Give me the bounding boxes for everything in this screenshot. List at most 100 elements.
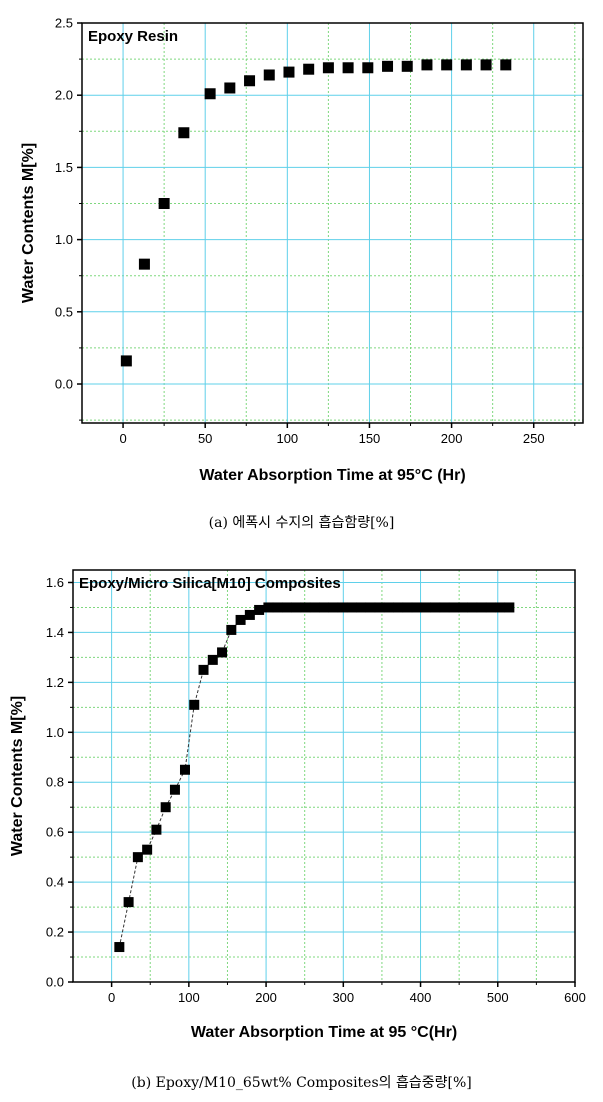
data-point <box>114 942 125 953</box>
data-point <box>160 802 171 813</box>
data-point <box>272 602 283 613</box>
data-point <box>383 602 394 613</box>
data-point <box>420 602 431 613</box>
data-point <box>421 59 433 71</box>
data-point <box>401 60 413 72</box>
data-point <box>500 59 512 71</box>
x-tick-label: 0 <box>119 431 126 446</box>
y-tick-label: 0.8 <box>46 775 64 790</box>
data-point <box>303 63 315 75</box>
data-point <box>337 602 348 613</box>
data-point <box>393 602 404 613</box>
data-point <box>441 59 453 71</box>
y-tick-label: 1.0 <box>55 232 73 247</box>
chart-title: Epoxy Resin <box>88 28 178 45</box>
data-point <box>217 647 228 658</box>
y-tick-label: 0.0 <box>46 975 64 990</box>
data-point <box>204 88 216 100</box>
y-tick-label: 1.0 <box>46 725 64 740</box>
data-point <box>226 624 237 635</box>
data-point <box>476 602 487 613</box>
data-point <box>291 602 302 613</box>
caption-a: (a) 에폭시 수지의 흡습함량[%] <box>208 515 395 531</box>
y-tick-label: 1.2 <box>46 675 64 690</box>
data-point <box>480 59 492 71</box>
plot-frame <box>72 569 576 983</box>
plot-area <box>82 23 583 423</box>
data-point <box>309 602 320 613</box>
y-tick-label: 0.6 <box>46 825 64 840</box>
data-point <box>495 602 506 613</box>
y-tick-label: 0.5 <box>55 304 73 319</box>
chart-title: Epoxy/Micro Silica[M10] Composites <box>79 575 341 592</box>
data-point <box>328 602 339 613</box>
data-point <box>263 602 274 613</box>
y-axis-label: Water Contents M[%] <box>20 143 37 303</box>
data-point <box>169 784 180 795</box>
data-point <box>460 59 472 71</box>
data-point <box>485 602 496 613</box>
caption-b: (b) Epoxy/M10_65wt% Composites의 흡습중량[%] <box>131 1075 472 1091</box>
data-point <box>123 897 134 908</box>
y-tick-label: 1.5 <box>55 160 73 175</box>
data-point <box>132 852 143 863</box>
y-tick-label: 2.0 <box>55 88 73 103</box>
x-axis-label: Water Absorption Time at 95°C (Hr) <box>199 467 465 484</box>
data-point <box>448 602 459 613</box>
y-tick-label: 0.0 <box>55 377 73 392</box>
data-point <box>158 198 170 210</box>
x-tick-label: 500 <box>487 990 509 1005</box>
data-point <box>458 602 469 613</box>
chart-epoxy-micro-silica: 0 100 200 300 400 500 600 0.0 0.2 0.4 0.6 0.8 1.0 1.2… <box>9 569 586 1041</box>
data-point <box>342 62 354 74</box>
x-tick-label: 300 <box>332 990 354 1005</box>
data-point <box>319 602 329 613</box>
chart-epoxy-resin: 0 50 100 150 200 250 0.0 0.5 1.0 1.5 2.0 2.5 Water A… <box>20 16 584 484</box>
y-tick-label: 1.4 <box>46 625 64 640</box>
x-tick-label: 200 <box>255 990 277 1005</box>
y-axis-label: Water Contents M[%] <box>9 696 26 856</box>
data-point <box>281 602 292 613</box>
x-axis-label: Water Absorption Time at 95 °C(Hr) <box>191 1024 457 1041</box>
data-point <box>504 602 515 613</box>
data-point <box>244 75 256 87</box>
data-point <box>322 62 334 74</box>
data-point <box>467 602 478 613</box>
data-point <box>179 764 190 775</box>
data-point <box>374 602 385 613</box>
plot-frame <box>81 22 584 424</box>
data-point <box>142 844 153 855</box>
data-point <box>120 355 132 367</box>
data-point <box>178 127 190 139</box>
x-tick-label: 600 <box>564 990 586 1005</box>
data-point <box>362 62 374 74</box>
y-tick-label: 1.6 <box>46 575 64 590</box>
data-point <box>198 664 209 675</box>
y-tick-label: 0.4 <box>46 875 64 890</box>
x-tick-label: 250 <box>523 431 545 446</box>
data-point <box>430 602 441 613</box>
data-point <box>263 69 275 81</box>
y-tick-label: 0.2 <box>46 925 64 940</box>
x-tick-label: 400 <box>410 990 432 1005</box>
data-point <box>346 602 357 613</box>
data-point <box>244 609 255 620</box>
x-tick-label: 100 <box>178 990 200 1005</box>
x-tick-label: 100 <box>276 431 298 446</box>
x-tick-label: 150 <box>359 431 381 446</box>
data-point <box>138 258 150 270</box>
data-point <box>224 82 236 94</box>
plot-area <box>73 570 575 982</box>
data-point <box>356 602 367 613</box>
data-point <box>283 66 295 78</box>
data-point <box>439 602 450 613</box>
data-point <box>300 602 311 613</box>
y-tick-label: 2.5 <box>55 16 73 31</box>
data-point <box>189 699 200 710</box>
data-point <box>382 60 394 72</box>
x-tick-label: 50 <box>198 431 212 446</box>
data-point <box>411 602 422 613</box>
data-point <box>151 824 162 835</box>
x-tick-label: 0 <box>108 990 115 1005</box>
